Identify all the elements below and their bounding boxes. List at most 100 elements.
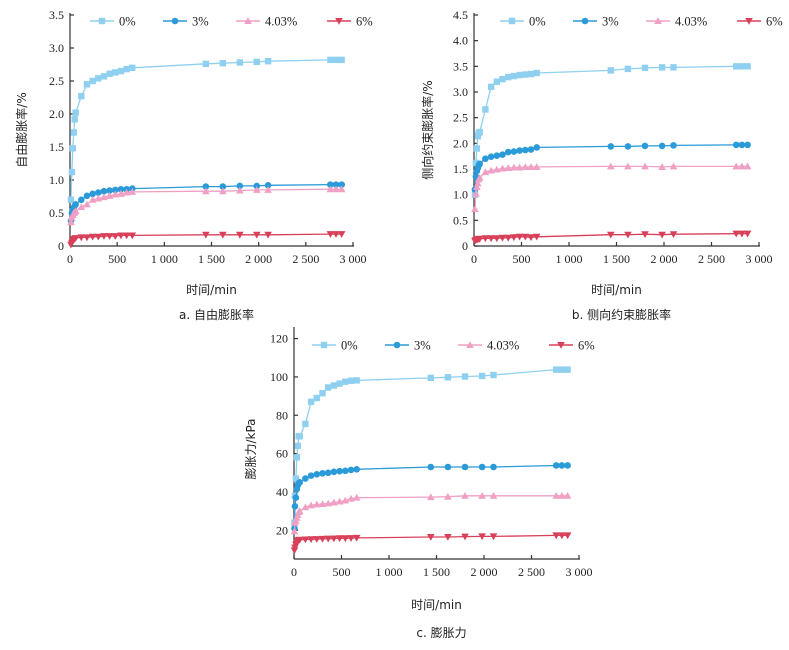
data-point	[301, 536, 310, 544]
y-tick-label: 0	[58, 239, 64, 253]
data-point	[332, 181, 340, 188]
data-point	[313, 500, 321, 508]
y-axis-title: 自由膨胀率/%	[14, 92, 29, 167]
data-point	[324, 499, 332, 507]
data-point	[122, 232, 131, 240]
data-point	[123, 65, 130, 73]
data-point	[264, 186, 272, 193]
data-point	[532, 233, 541, 241]
y-tick-label: 1.5	[49, 140, 64, 154]
data-point	[236, 231, 244, 239]
data-point	[100, 193, 108, 201]
y-tick-label: 80	[276, 408, 288, 422]
data-point	[106, 187, 113, 194]
data-point	[510, 72, 518, 80]
data-point	[324, 535, 332, 543]
data-point	[444, 533, 452, 541]
legend-label: 3%	[602, 15, 619, 29]
data-point	[202, 231, 210, 239]
data-point	[553, 366, 560, 373]
data-point	[607, 231, 615, 239]
chart-swelling-pressure: 0 500 1 000 1 500 2 000 2 500 3 000 20 40 60 80 100…	[244, 327, 595, 640]
data-point	[295, 507, 304, 515]
data-point	[252, 231, 261, 239]
data-point	[658, 142, 666, 150]
y-tick-label: 3.5	[49, 8, 64, 22]
data-point	[487, 166, 495, 174]
legend-item: 3%	[573, 15, 619, 29]
data-point	[516, 147, 523, 154]
data-point	[669, 231, 678, 238]
data-point	[489, 533, 498, 541]
x-tick-label: 0	[471, 252, 477, 266]
data-point	[94, 194, 103, 202]
legend: 0% 3% 4.03% 6%	[500, 15, 783, 29]
data-point	[70, 129, 77, 136]
data-point	[202, 183, 210, 190]
data-point	[552, 491, 560, 499]
data-point	[336, 380, 343, 387]
chart-free-swelling: 0 500 1 000 1 500 2 000 2 500 3 000 0 0.5 1.0 1.5 2…	[14, 8, 373, 322]
data-point	[202, 187, 210, 195]
data-point	[307, 501, 315, 509]
legend-item: 6%	[549, 339, 595, 353]
series-3pct	[291, 462, 571, 532]
legend-label: 0%	[119, 15, 136, 29]
data-point	[527, 70, 535, 78]
legend-marker	[98, 17, 106, 25]
data-point	[527, 146, 535, 153]
data-point	[487, 235, 495, 243]
x-axis-title: 时间/min	[411, 598, 462, 612]
data-point	[68, 168, 76, 176]
x-tick-label: 3 000	[566, 565, 593, 579]
data-point	[493, 78, 500, 85]
data-point	[95, 75, 102, 82]
data-point	[624, 231, 632, 239]
data-point	[330, 468, 338, 476]
data-point	[341, 496, 350, 504]
data-point	[743, 162, 752, 170]
data-point	[738, 63, 746, 70]
data-point	[493, 152, 501, 159]
data-point	[444, 374, 452, 381]
series-4-03pct	[290, 491, 572, 535]
data-point	[499, 151, 506, 158]
x-tick-label: 500	[333, 565, 351, 579]
data-point	[332, 185, 340, 193]
data-point	[478, 491, 486, 499]
data-point	[236, 59, 243, 66]
data-point	[558, 462, 566, 469]
data-point	[290, 527, 299, 535]
data-point	[510, 234, 518, 242]
data-point	[738, 162, 746, 170]
series-6pct	[67, 231, 346, 249]
data-point	[117, 190, 125, 197]
data-point	[71, 235, 80, 242]
data-point	[129, 64, 136, 71]
y-tick-label: 0	[462, 239, 468, 253]
data-point	[607, 143, 615, 150]
data-point	[202, 60, 210, 68]
legend-item: 4.03%	[236, 15, 297, 29]
data-point	[117, 232, 125, 240]
data-point	[624, 65, 632, 73]
data-point	[427, 533, 435, 541]
data-point	[338, 56, 345, 64]
data-point	[72, 201, 79, 208]
data-point	[292, 475, 300, 482]
data-point	[481, 168, 490, 176]
data-point	[307, 398, 315, 406]
data-point	[292, 494, 300, 501]
data-point	[510, 163, 518, 171]
series-4-03pct	[67, 185, 346, 226]
data-point	[481, 235, 490, 243]
data-point	[461, 373, 469, 380]
legend-label: 6%	[578, 339, 595, 353]
data-point	[77, 234, 86, 242]
data-point	[236, 186, 244, 194]
data-point	[552, 532, 560, 540]
data-point	[67, 196, 75, 203]
chart-caption: b. 侧向约束膨胀率	[572, 307, 671, 322]
data-point	[264, 58, 272, 65]
y-tick-label: 60	[276, 447, 288, 461]
